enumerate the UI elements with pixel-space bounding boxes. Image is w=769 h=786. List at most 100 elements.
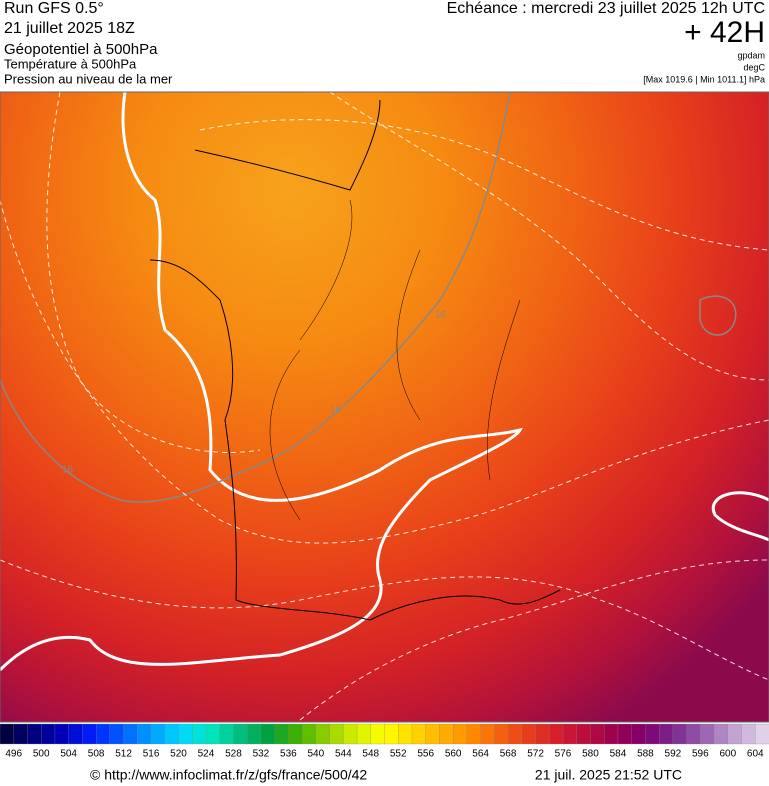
pressure-range: [Max 1019.6 | Min 1011.1] hPa [643,74,765,84]
scale-label: 516 [143,749,160,760]
lead-time: + 42H [684,16,765,49]
timestamp: 21 juil. 2025 21:52 UTC [535,767,682,783]
forecast-time: Echéance : mercredi 23 juillet 2025 12h … [447,0,765,17]
run-date: 21 juillet 2025 18Z [4,20,135,37]
color-swatch [672,723,688,745]
color-swatch [68,723,84,745]
color-swatch [631,723,647,745]
scale-label: 564 [472,749,489,760]
color-swatch [439,723,454,745]
scale-label: 568 [500,749,517,760]
color-swatch [755,723,769,745]
unit-label: gpdam [737,50,765,60]
color-swatch [288,723,303,745]
color-swatch [604,723,619,745]
color-swatch [233,723,248,745]
color-swatch [453,723,468,745]
color-swatch [274,723,290,745]
color-swatch [109,723,125,745]
scale-label: 544 [335,749,352,760]
scale-label: 572 [527,749,544,760]
color-swatch [247,723,262,745]
color-swatch [370,723,386,745]
scale-label: 524 [198,749,215,760]
color-swatch [192,723,207,745]
color-swatch [576,723,592,745]
color-swatch [219,723,235,745]
scale-label: 584 [610,749,627,760]
scale-label: 500 [33,749,50,760]
color-swatch [82,723,97,745]
contour-label: 16 [435,310,447,321]
color-swatch [713,723,729,745]
scale-label: 596 [692,749,709,760]
color-swatch [507,723,523,745]
scale-label: 536 [280,749,297,760]
color-swatch [343,723,358,745]
scale-label: 548 [362,749,379,760]
color-swatch [521,723,537,745]
color-swatch [686,723,701,745]
color-swatch [54,723,70,745]
color-swatch [329,723,344,745]
color-swatch [398,723,413,745]
run-label: Run GFS 0.5° [4,0,104,17]
color-swatch [494,723,509,745]
source-link: © http://www.infoclimat.fr/z/gfs/france/… [90,767,367,783]
color-swatch [41,723,56,745]
color-swatch [95,723,111,745]
scale-label: 604 [747,749,764,760]
color-swatch [549,723,564,745]
scale-label: 592 [665,749,682,760]
color-swatch [123,723,138,745]
color-swatch [645,723,660,745]
color-swatch [384,723,399,745]
scale-label: 560 [445,749,462,760]
color-swatch [535,723,550,745]
color-scale: 496 500 504 508 512 516 520 524 528 532 536 540 544 5… [0,723,769,760]
map-frame [0,91,769,723]
color-swatch [562,723,578,745]
field-label: Température à 500hPa [4,56,137,71]
color-swatch [356,723,372,745]
scale-label: 532 [253,749,270,760]
scale-label: 540 [307,749,324,760]
color-swatch [137,723,152,745]
scale-label: 496 [5,749,22,760]
scale-label: 552 [390,749,407,760]
color-swatch [700,723,715,745]
field-label: Pression au niveau de la mer [4,71,173,86]
color-swatch [727,723,743,745]
scale-label: 512 [115,749,132,760]
color-swatch [150,723,166,745]
color-swatch [301,723,317,745]
color-swatch [260,723,276,745]
unit-label: degC [743,62,765,72]
color-swatch [425,723,441,745]
scale-label: 580 [582,749,599,760]
color-swatch [178,723,193,745]
color-swatch [466,723,482,745]
scale-label: 508 [88,749,105,760]
scale-label: 576 [555,749,572,760]
scale-label: 556 [417,749,434,760]
scale-label: 520 [170,749,187,760]
color-swatch [480,723,496,745]
color-swatch [617,723,633,745]
contour-label: 16 [62,465,74,476]
scale-label: 504 [60,749,77,760]
color-swatch [315,723,331,745]
contour-label: 16 [330,405,342,416]
scale-label: 600 [719,749,736,760]
scale-label: 588 [637,749,654,760]
color-swatch [205,723,221,745]
color-swatch [164,723,180,745]
color-swatch [590,723,605,745]
scale-label: 528 [225,749,242,760]
temperature-field [0,92,769,722]
contours [0,92,769,721]
color-swatch [411,723,427,745]
color-swatch [0,723,15,745]
